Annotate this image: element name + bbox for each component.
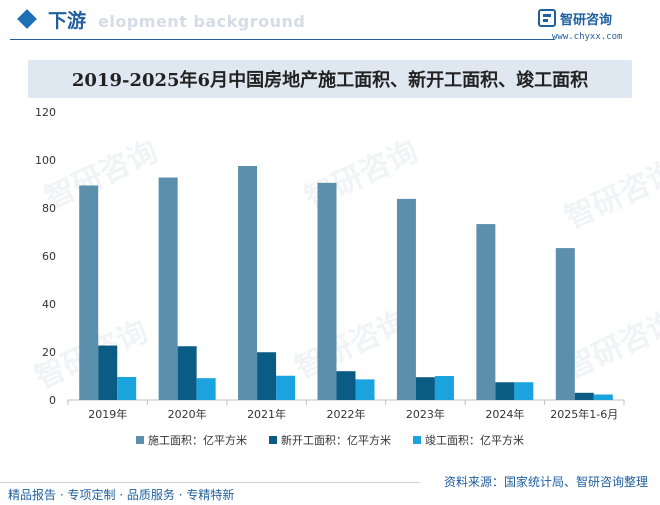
legend-swatch (269, 436, 277, 444)
x-tick-label: 2024年 (485, 407, 524, 421)
footer-slogan: 精品报告 · 专项定制 · 品质服务 · 专精特新 (8, 488, 235, 502)
bar-3 (355, 379, 375, 400)
x-tick-label: 2019年 (88, 407, 127, 421)
bar-1 (396, 198, 416, 400)
chart-title-box: 2019-2025年6月中国房地产施工面积、新开工面积、竣工面积 (28, 60, 632, 98)
brand-name: 智研咨询 (560, 13, 613, 28)
footer-divider (0, 482, 420, 483)
bar-3 (276, 375, 296, 400)
section-title: 下游 (48, 10, 87, 32)
bar-3 (434, 376, 454, 400)
y-tick-label: 60 (42, 250, 56, 263)
y-tick-label: 80 (42, 202, 56, 215)
legend-item: 新开工面积：亿平方米 (269, 432, 391, 448)
bar-2 (574, 392, 594, 400)
legend-item: 施工面积：亿平方米 (136, 432, 247, 448)
legend-label: 施工面积：亿平方米 (148, 434, 247, 447)
bar-3 (593, 394, 613, 400)
legend-label: 新开工面积：亿平方米 (281, 434, 391, 447)
y-tick-label: 20 (42, 346, 56, 359)
bar-1 (317, 182, 337, 400)
bar-3 (514, 382, 534, 400)
bar-2 (177, 346, 197, 400)
bar-2 (98, 345, 118, 400)
bar-2 (336, 371, 356, 400)
bar-3 (117, 376, 137, 400)
bar-1 (476, 224, 496, 400)
chart-title: 2019-2025年6月中国房地产施工面积、新开工面积、竣工面积 (71, 70, 589, 91)
brand-logo-icon (538, 9, 556, 27)
bar-2 (257, 352, 277, 400)
bar-3 (196, 378, 216, 400)
y-tick-label: 0 (49, 394, 56, 407)
bar-1 (238, 166, 258, 400)
header-divider (10, 39, 555, 40)
chart-legend: 施工面积：亿平方米 新开工面积：亿平方米 竣工面积：亿平方米 (0, 432, 660, 448)
brand-url: www.chyxx.com (552, 32, 623, 42)
x-tick-label: 2020年 (168, 407, 207, 421)
x-tick-label: 2022年 (327, 407, 366, 421)
legend-label: 竣工面积：亿平方米 (425, 434, 524, 447)
bar-1 (158, 177, 178, 400)
bar-2 (415, 377, 435, 400)
brand-logo-block: 智研咨询 www.chyxx.com (538, 8, 648, 44)
y-tick-label: 100 (35, 154, 56, 167)
legend-swatch (413, 436, 421, 444)
bar-1 (555, 248, 575, 400)
y-tick-label: 40 (42, 298, 56, 311)
bar-2 (495, 382, 515, 400)
legend-swatch (136, 436, 144, 444)
background-text: elopment background (98, 12, 306, 31)
y-tick-label: 120 (35, 106, 56, 119)
section-header: 下游 elopment background (0, 0, 660, 44)
footer-bar: 精品报告 · 专项定制 · 品质服务 · 专精特新 (0, 482, 660, 505)
source-note: 资料来源：国家统计局、智研咨询整理 (443, 475, 648, 489)
x-tick-label: 2025年1-6月 (550, 407, 618, 421)
bar-1 (79, 185, 99, 400)
legend-item: 竣工面积：亿平方米 (413, 432, 524, 448)
x-tick-label: 2023年 (406, 407, 445, 421)
x-tick-label: 2021年 (247, 407, 286, 421)
